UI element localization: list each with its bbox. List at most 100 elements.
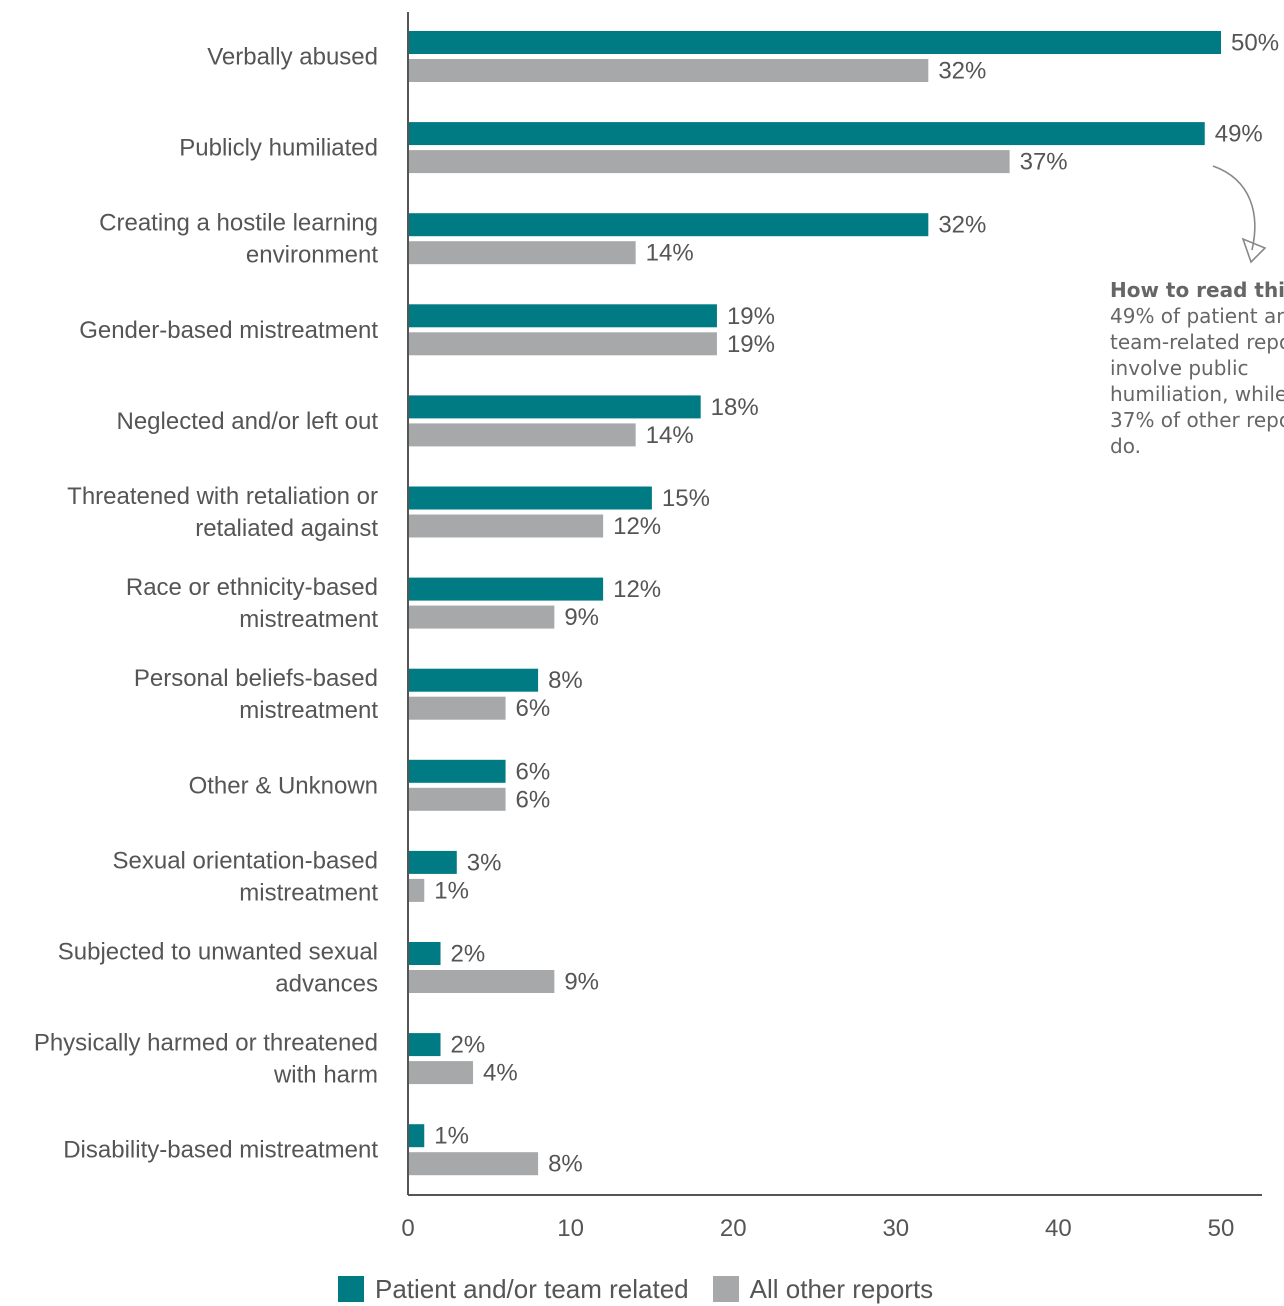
category-label-line: Neglected and/or left out: [116, 408, 378, 435]
bar-patient-team-5: [408, 486, 652, 510]
bar-patient-team-10: [408, 942, 441, 965]
x-tick-label-50: 50: [1208, 1215, 1235, 1242]
data-label-patient-team-7: 8%: [548, 667, 583, 694]
legend-label-all-other: All other reports: [749, 1273, 934, 1304]
bar-all-other-9: [408, 878, 425, 902]
category-label-1: Publicly humiliated: [179, 135, 378, 162]
bar-all-other-12: [408, 1152, 539, 1176]
data-label-patient-team-1: 49%: [1215, 121, 1263, 148]
bar-all-other-11: [408, 1061, 474, 1085]
bar-patient-team-11: [408, 1033, 441, 1057]
bar-patient-team-8: [408, 759, 506, 783]
category-label-line: Physically harmed or threatened: [34, 1030, 378, 1057]
labels-layer: 50% 32% Verbally abused 49% 37% Publicly humi…: [34, 30, 1279, 1178]
legend-item-patient-team: Patient and/or team related: [338, 1274, 689, 1305]
legend-swatch-all-other: [712, 1276, 739, 1302]
category-label-3: Gender-based mistreatment: [79, 317, 378, 344]
category-label-line: Verbally abused: [207, 44, 378, 71]
legend-item-all-other: All other reports: [712, 1273, 934, 1305]
data-label-all-other-8: 6%: [516, 786, 551, 813]
category-label-line: Race or ethnicity-based: [126, 574, 378, 601]
data-label-all-other-2: 14%: [646, 240, 694, 267]
category-label-5: Threatened with retaliation or retaliated…: [67, 483, 378, 542]
x-tick-label-10: 10: [557, 1215, 584, 1242]
data-label-all-other-0: 32%: [938, 58, 986, 85]
bar-all-other-2: [408, 241, 636, 265]
bars-layer: [408, 31, 1221, 1176]
bar-all-other-3: [408, 332, 717, 356]
bar-all-other-8: [408, 787, 506, 811]
category-label-7: Personal beliefs-based mistreatment: [134, 665, 378, 724]
legend-label-patient-team: Patient and/or team related: [375, 1273, 689, 1304]
category-label-line: Other & Unknown: [189, 772, 378, 799]
data-label-patient-team-9: 3%: [467, 849, 502, 876]
category-label-9: Sexual orientation-based mistreatment: [112, 847, 378, 906]
category-label-11: Physically harmed or threatened with harm: [34, 1030, 378, 1089]
data-label-patient-team-12: 1%: [434, 1123, 469, 1150]
category-label-line: mistreatment: [239, 606, 378, 633]
data-label-all-other-5: 12%: [613, 513, 661, 540]
bar-patient-team-0: [408, 31, 1221, 54]
bar-patient-team-7: [408, 668, 539, 692]
bar-patient-team-2: [408, 213, 929, 237]
category-label-line: Subjected to unwanted sexual: [58, 939, 378, 966]
category-label-line: Personal beliefs-based: [134, 665, 378, 692]
bar-all-other-4: [408, 423, 636, 447]
x-ticks: 0 10 20 30 40 50: [401, 1215, 1234, 1242]
category-label-4: Neglected and/or left out: [116, 408, 378, 435]
category-label-line: Sexual orientation-based: [112, 847, 378, 874]
category-label-2: Creating a hostile learning environment: [99, 210, 378, 269]
category-label-0: Verbally abused: [207, 44, 378, 71]
category-label-6: Race or ethnicity-based mistreatment: [126, 574, 378, 633]
category-label-line: mistreatment: [239, 697, 378, 724]
category-label-line: retaliated against: [195, 515, 378, 542]
category-label-line: with harm: [273, 1062, 378, 1089]
legend-swatch-patient-team: [338, 1276, 364, 1302]
category-label-8: Other & Unknown: [189, 772, 378, 799]
bar-all-other-6: [408, 605, 555, 629]
bar-all-other-7: [408, 696, 506, 720]
bar-all-other-10: [408, 970, 555, 993]
bar-patient-team-12: [408, 1124, 425, 1148]
annotation-arrowhead-icon: [1241, 237, 1267, 264]
category-label-line: Creating a hostile learning: [99, 210, 378, 237]
category-label-line: Threatened with retaliation or: [67, 483, 378, 510]
data-label-patient-team-2: 32%: [938, 212, 986, 239]
category-label-line: environment: [246, 242, 378, 269]
annotation-body: 49% of patient and/or team-related repor…: [1110, 304, 1284, 458]
bar-patient-team-4: [408, 395, 701, 419]
x-tick-label-0: 0: [401, 1215, 414, 1242]
bar-all-other-1: [408, 150, 1010, 174]
category-label-10: Subjected to unwanted sexual advances: [58, 939, 378, 998]
data-label-patient-team-10: 2%: [451, 941, 486, 968]
data-label-patient-team-5: 15%: [662, 485, 710, 512]
data-label-patient-team-3: 19%: [727, 303, 775, 330]
data-label-patient-team-6: 12%: [613, 576, 661, 603]
bar-patient-team-9: [408, 850, 457, 874]
data-label-all-other-11: 4%: [483, 1060, 518, 1087]
category-label-line: Publicly humiliated: [179, 135, 378, 162]
legend: Patient and/or team related All other re…: [338, 1272, 957, 1306]
bar-all-other-0: [408, 59, 929, 82]
bar-all-other-5: [408, 514, 604, 538]
bar-patient-team-6: [408, 577, 604, 601]
data-label-patient-team-4: 18%: [711, 394, 759, 421]
data-label-all-other-3: 19%: [727, 331, 775, 358]
data-label-all-other-1: 37%: [1020, 149, 1068, 176]
category-label-line: advances: [275, 971, 378, 998]
how-to-read-annotation: How to read this: 49% of patient and/or …: [1110, 277, 1284, 459]
data-label-all-other-9: 1%: [434, 877, 469, 904]
x-tick-label-20: 20: [720, 1215, 747, 1242]
annotation-arrow: [1212, 165, 1256, 251]
data-label-all-other-4: 14%: [646, 422, 694, 449]
bar-patient-team-1: [408, 122, 1205, 146]
category-label-line: Gender-based mistreatment: [79, 317, 378, 344]
data-label-patient-team-8: 6%: [516, 758, 551, 785]
data-label-patient-team-11: 2%: [451, 1032, 486, 1059]
data-label-all-other-6: 9%: [564, 604, 599, 631]
data-label-all-other-12: 8%: [548, 1151, 583, 1178]
data-label-all-other-7: 6%: [516, 695, 551, 722]
category-label-line: Disability-based mistreatment: [63, 1137, 378, 1164]
data-label-patient-team-0: 50%: [1231, 30, 1279, 57]
